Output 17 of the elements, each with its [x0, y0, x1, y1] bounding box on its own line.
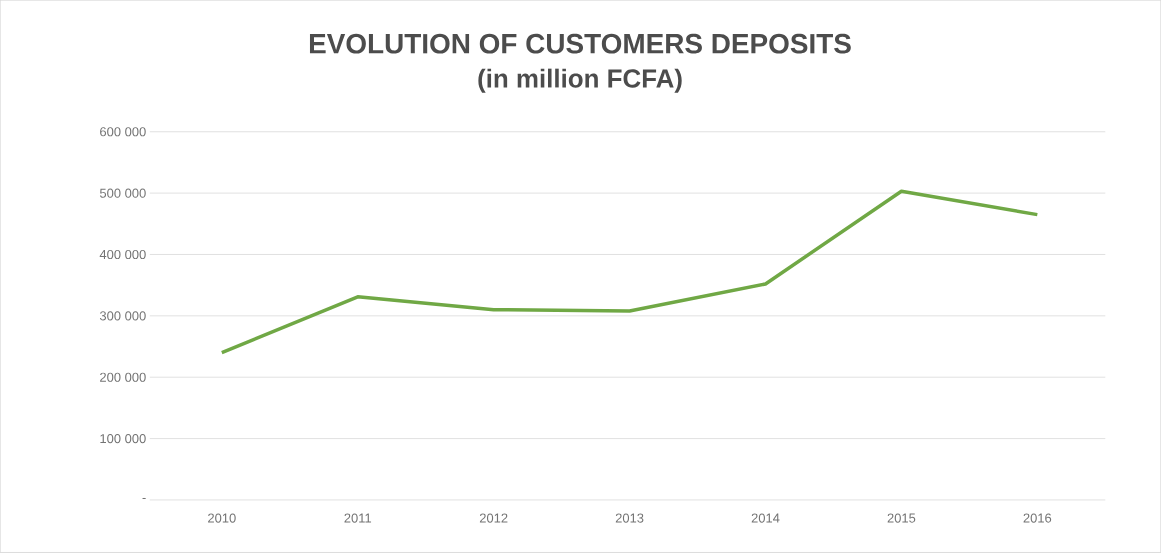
- x-tick-label: 2012: [479, 513, 508, 523]
- x-tick-label: 2016: [1023, 513, 1052, 523]
- x-tick-label: 2015: [887, 513, 916, 523]
- chart-subtitle: (in million FCFA): [478, 68, 682, 93]
- x-tick-label: 2010: [208, 513, 236, 523]
- y-tick-label: 400 000: [99, 250, 146, 260]
- x-tick-label: 2011: [344, 513, 372, 523]
- line-series: [220, 189, 1040, 355]
- y-tick-label: 600 000: [100, 127, 146, 137]
- y-tick-label: 200 000: [100, 372, 146, 382]
- y-tick-label: 500 000: [99, 188, 146, 198]
- chart-title: EVOLUTION OF CUSTOMERS DEPOSITS: [309, 34, 851, 54]
- y-tick-label: -: [142, 498, 146, 500]
- y-tick-label: 300 000: [99, 311, 146, 321]
- y-tick-label: 100 000: [100, 434, 146, 444]
- x-tick-label: 2014: [751, 513, 780, 523]
- x-tick-label: 2013: [615, 513, 644, 523]
